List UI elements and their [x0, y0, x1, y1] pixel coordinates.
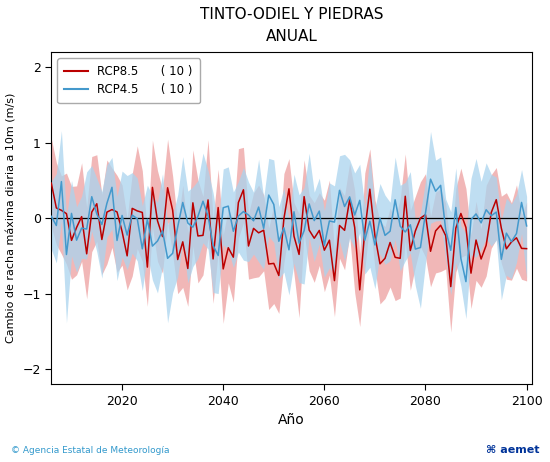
- X-axis label: Año: Año: [278, 413, 305, 427]
- Y-axis label: Cambio de racha máxima diaria a 10m (m/s): Cambio de racha máxima diaria a 10m (m/s…: [7, 93, 17, 343]
- Legend: RCP8.5      ( 10 ), RCP4.5      ( 10 ): RCP8.5 ( 10 ), RCP4.5 ( 10 ): [57, 58, 200, 103]
- Text: ⌘ aemet: ⌘ aemet: [486, 445, 539, 455]
- Text: © Agencia Estatal de Meteorología: © Agencia Estatal de Meteorología: [11, 446, 169, 455]
- Title: TINTO-ODIEL Y PIEDRAS
ANUAL: TINTO-ODIEL Y PIEDRAS ANUAL: [200, 7, 383, 44]
